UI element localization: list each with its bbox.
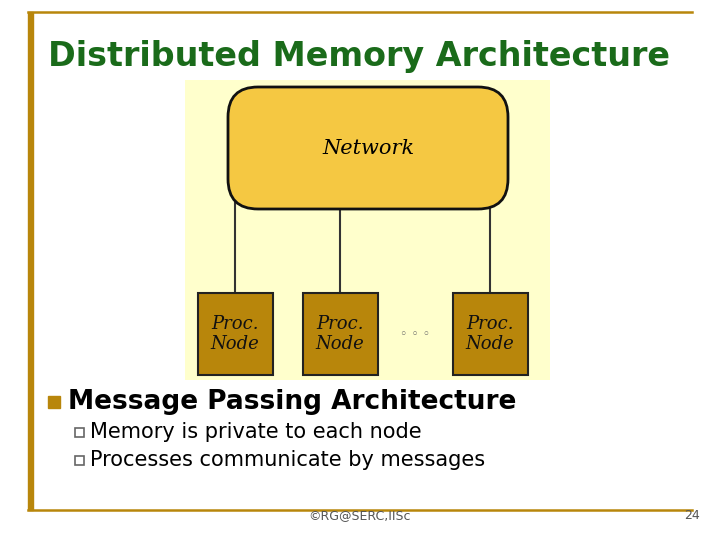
Bar — [75, 456, 84, 464]
Text: Proc.
Node: Proc. Node — [315, 315, 364, 353]
Text: ©RG@SERC,IISc: ©RG@SERC,IISc — [309, 509, 411, 522]
FancyBboxPatch shape — [228, 87, 508, 209]
FancyBboxPatch shape — [197, 293, 272, 375]
Text: Message Passing Architecture: Message Passing Architecture — [68, 389, 516, 415]
Bar — [185, 80, 550, 380]
Text: Processes communicate by messages: Processes communicate by messages — [90, 450, 485, 470]
FancyBboxPatch shape — [452, 293, 528, 375]
FancyBboxPatch shape — [302, 293, 377, 375]
Text: Network: Network — [322, 138, 414, 158]
Bar — [75, 428, 84, 436]
Text: Distributed Memory Architecture: Distributed Memory Architecture — [48, 40, 670, 73]
Text: Proc.
Node: Proc. Node — [466, 315, 514, 353]
Text: Proc.
Node: Proc. Node — [211, 315, 259, 353]
Text: ◦ ◦ ◦: ◦ ◦ ◦ — [400, 327, 430, 341]
Bar — [48, 396, 60, 408]
Bar — [28, 12, 33, 510]
Text: Memory is private to each node: Memory is private to each node — [90, 422, 422, 442]
Text: 24: 24 — [684, 509, 700, 522]
